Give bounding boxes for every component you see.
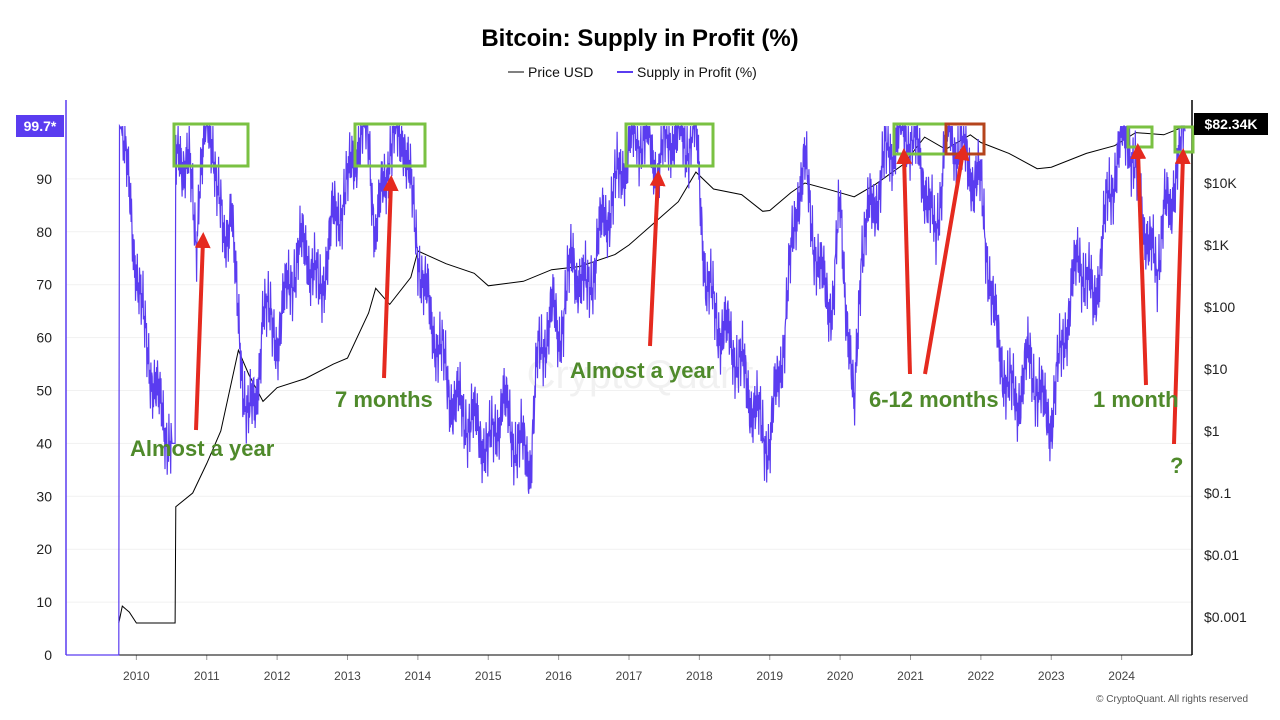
arrow-2024b: [1172, 148, 1191, 445]
annotation-6-12-months: 6-12 months: [869, 387, 999, 412]
x-tick-2022: 2022: [968, 669, 995, 683]
right-tick-3: $1: [1204, 423, 1220, 439]
left-tick-10: 10: [36, 594, 52, 610]
right-tick-4: $10: [1204, 361, 1228, 377]
chart-title: Bitcoin: Supply in Profit (%): [481, 25, 798, 52]
x-tick-2024: 2024: [1108, 669, 1135, 683]
x-tick-2021: 2021: [897, 669, 924, 683]
right-axis-ticks: $0.001 $0.01 $0.1 $1 $10 $100 $1K $10K: [1204, 175, 1247, 625]
highlight-box-2013: [353, 122, 427, 168]
series-supply-in-profit: [66, 123, 1186, 656]
annotation-almost-a-year-2: Almost a year: [570, 358, 715, 383]
watermark: CryptoQuant: [527, 353, 754, 397]
arrow-2011: [194, 232, 211, 431]
x-tick-2014: 2014: [405, 669, 432, 683]
copyright: © CryptoQuant. All rights reserved: [1096, 694, 1248, 705]
x-tick-2019: 2019: [756, 669, 783, 683]
annotation-almost-a-year-1: Almost a year: [130, 436, 275, 461]
right-tick-6: $1K: [1204, 237, 1230, 253]
current-price-badge: $82.34K: [1194, 113, 1268, 135]
x-tick-2020: 2020: [827, 669, 854, 683]
highlight-box-2011: [172, 122, 250, 168]
annotation-7-months: 7 months: [335, 387, 433, 412]
current-price-label: $82.34K: [1205, 116, 1258, 132]
arrow-2024a: [1130, 143, 1148, 386]
right-tick-1: $0.01: [1204, 547, 1239, 563]
arrow-2021b: [923, 144, 970, 375]
x-tick-2010: 2010: [123, 669, 150, 683]
arrow-2013: [382, 175, 399, 379]
annotation-question: ?: [1170, 453, 1183, 478]
current-supply-badge: 99.7*: [16, 115, 64, 137]
left-tick-30: 30: [36, 488, 52, 504]
current-supply-label: 99.7*: [24, 118, 57, 134]
left-tick-50: 50: [36, 383, 52, 399]
x-tick-2018: 2018: [686, 669, 713, 683]
left-tick-0: 0: [44, 647, 52, 663]
left-tick-20: 20: [36, 541, 52, 557]
annotation-1-month: 1 month: [1093, 387, 1179, 412]
x-tick-2013: 2013: [334, 669, 361, 683]
legend: Price USD Supply in Profit (%): [508, 64, 757, 80]
legend-label-price: Price USD: [528, 64, 593, 80]
right-tick-7: $10K: [1204, 175, 1237, 191]
x-tick-2012: 2012: [264, 669, 291, 683]
left-tick-80: 80: [36, 224, 52, 240]
right-tick-5: $100: [1204, 299, 1235, 315]
annotations: Almost a year 7 months Almost a year 6-1…: [130, 358, 1183, 478]
x-tick-2016: 2016: [545, 669, 572, 683]
right-tick-2: $0.1: [1204, 485, 1231, 501]
right-tick-0: $0.001: [1204, 609, 1247, 625]
arrows: [194, 143, 1191, 445]
left-tick-40: 40: [36, 435, 52, 451]
arrow-2017: [648, 170, 666, 347]
legend-label-supply: Supply in Profit (%): [637, 64, 757, 80]
series-layer: [66, 123, 1186, 656]
x-tick-2015: 2015: [475, 669, 502, 683]
x-tick-2023: 2023: [1038, 669, 1065, 683]
x-tick-2011: 2011: [194, 669, 220, 683]
left-tick-70: 70: [36, 277, 52, 293]
x-axis-ticks: 2010 2011 2012 2013 2014 2015 2016 2017 2018 2019…: [123, 655, 1135, 683]
left-tick-60: 60: [36, 330, 52, 346]
x-tick-2017: 2017: [616, 669, 643, 683]
highlight-box-2017: [624, 122, 715, 168]
arrow-2021a: [896, 148, 913, 375]
highlight-box-2024a: [1126, 125, 1154, 149]
left-tick-90: 90: [36, 171, 52, 187]
